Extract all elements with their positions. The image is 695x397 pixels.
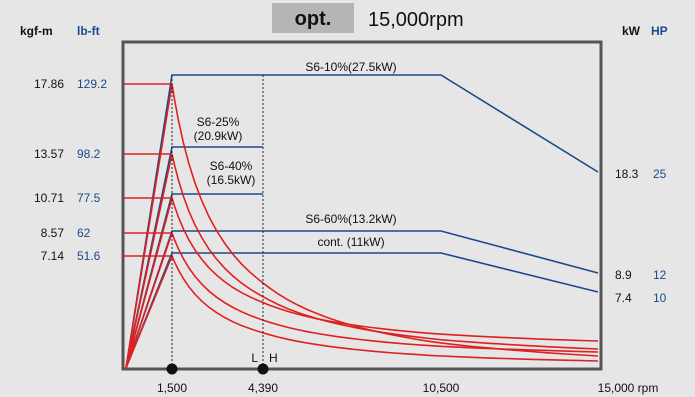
series-label-1-0: S6-25% — [197, 115, 240, 129]
x-tick-2: 10,500 — [423, 381, 460, 395]
plot-frame — [123, 42, 601, 369]
left-tick-kgfm-1: 13.57 — [34, 147, 64, 161]
left-tick-lbft-0: 129.2 — [77, 77, 107, 91]
right-tick-kw-2: 7.4 — [615, 291, 632, 305]
x-tick-1: 4,390 — [248, 381, 278, 395]
header-badge: opt. — [295, 8, 332, 30]
left-tick-lbft-3: 62 — [77, 226, 91, 240]
right-tick-hp-1: 12 — [653, 268, 667, 282]
left-tick-lbft-2: 77.5 — [77, 191, 101, 205]
right-tick-hp-2: 10 — [653, 291, 667, 305]
marker-label-h: H — [269, 351, 278, 365]
series-label-1-1: (20.9kW) — [194, 129, 243, 143]
series-label-3: S6-60%(13.2kW) — [305, 212, 396, 226]
marker-label-l: L — [251, 351, 258, 365]
left-tick-kgfm-3: 8.57 — [41, 226, 65, 240]
marker-dot-0 — [167, 364, 178, 375]
left-tick-kgfm-2: 10.71 — [34, 191, 64, 205]
series-label-2-0: S6-40% — [210, 159, 253, 173]
left-tick-kgfm-4: 7.14 — [41, 249, 65, 263]
series-label-4: cont. (11kW) — [317, 235, 384, 249]
right-tick-kw-1: 8.9 — [615, 268, 632, 282]
left-tick-kgfm-0: 17.86 — [34, 77, 64, 91]
unit-lbft: lb-ft — [77, 24, 100, 38]
series-label-0: S6-10%(27.5kW) — [305, 60, 396, 74]
marker-dot-1 — [258, 364, 269, 375]
x-tick-3: 15,000 rpm — [598, 381, 659, 395]
series-label-2-1: (16.5kW) — [207, 173, 256, 187]
x-tick-0: 1,500 — [157, 381, 187, 395]
unit-kgfm: kgf-m — [20, 24, 53, 38]
right-tick-hp-0: 25 — [653, 167, 667, 181]
unit-hp: HP — [651, 24, 668, 38]
unit-kw: kW — [622, 24, 641, 38]
right-tick-kw-0: 18.3 — [615, 167, 639, 181]
left-tick-lbft-1: 98.2 — [77, 147, 101, 161]
header-speed: 15,000rpm — [368, 9, 464, 31]
left-tick-lbft-4: 51.6 — [77, 249, 101, 263]
